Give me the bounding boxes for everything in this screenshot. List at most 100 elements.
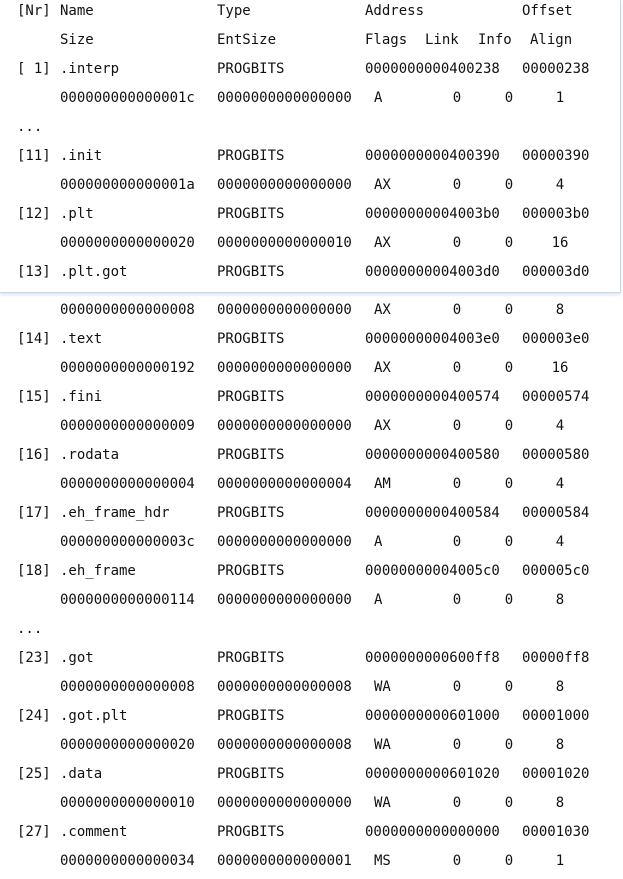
section-info: 0 [504, 302, 514, 318]
section-size: 0000000000000008 [60, 302, 195, 318]
section-flags: A [374, 592, 383, 608]
section-offset: 000003b0 [522, 206, 590, 222]
section-detail-row: 0000000000000010 0000000000000000 WA 0 0… [0, 789, 623, 818]
section-address: 0000000000400574 [365, 389, 500, 405]
section-nr: [18] [17, 563, 51, 579]
section-row: [25] .data PROGBITS 0000000000601020 000… [0, 760, 623, 789]
header-entsize: EntSize [217, 32, 277, 48]
section-type: PROGBITS [217, 148, 285, 164]
section-detail-row: 0000000000000009 0000000000000000 AX 0 0… [0, 412, 623, 441]
section-flags: A [374, 90, 383, 106]
section-entsize: 0000000000000004 [217, 476, 352, 492]
section-flags: WA [374, 795, 391, 811]
section-detail-row: 0000000000000034 0000000000000001 MS 0 0… [0, 847, 623, 876]
section-entsize: 0000000000000000 [217, 177, 352, 193]
section-name: .plt.got [60, 264, 128, 280]
section-align: 8 [555, 795, 565, 811]
section-name: .rodata [60, 447, 120, 463]
section-link: 0 [452, 476, 462, 492]
section-name: .eh_frame [60, 563, 136, 579]
section-type: PROGBITS [217, 206, 285, 222]
section-name: .plt [60, 206, 94, 222]
section-offset: 00000580 [522, 447, 590, 463]
section-align: 8 [555, 302, 565, 318]
section-link: 0 [452, 592, 462, 608]
section-offset: 000003e0 [522, 331, 590, 347]
section-link: 0 [452, 737, 462, 753]
section-align: 16 [551, 360, 569, 376]
section-size: 0000000000000010 [60, 795, 195, 811]
header-address: Address [365, 3, 425, 19]
section-info: 0 [504, 592, 514, 608]
section-align: 16 [551, 235, 569, 251]
section-info: 0 [504, 679, 514, 695]
section-entsize: 0000000000000000 [217, 360, 352, 376]
section-nr: [25] [17, 766, 51, 782]
section-link: 0 [452, 418, 462, 434]
section-row: [17] .eh_frame_hdr PROGBITS 000000000040… [0, 499, 623, 528]
section-offset: 00001030 [522, 824, 590, 840]
section-align: 4 [555, 177, 565, 193]
section-offset: 000005c0 [522, 563, 590, 579]
section-flags: AX [374, 418, 391, 434]
section-align: 1 [555, 853, 565, 869]
section-offset: 00000390 [522, 148, 590, 164]
section-entsize: 0000000000000000 [217, 90, 352, 106]
section-nr: [13] [17, 264, 51, 280]
section-type: PROGBITS [217, 264, 285, 280]
section-flags: WA [374, 737, 391, 753]
section-nr: [12] [17, 206, 51, 222]
ellipsis-row: ... [0, 615, 623, 644]
header-offset: Offset [522, 3, 573, 19]
section-name: .got.plt [60, 708, 128, 724]
section-name: .got [60, 650, 94, 666]
section-name: .text [60, 331, 103, 347]
section-address: 0000000000600ff8 [365, 650, 500, 666]
section-row: [23] .got PROGBITS 0000000000600ff8 0000… [0, 644, 623, 673]
section-type: PROGBITS [217, 505, 285, 521]
section-align: 4 [555, 418, 565, 434]
section-size: 0000000000000192 [60, 360, 195, 376]
section-row: [15] .fini PROGBITS 0000000000400574 000… [0, 383, 623, 412]
section-flags: AX [374, 177, 391, 193]
section-entsize: 0000000000000010 [217, 235, 352, 251]
section-name: .fini [60, 389, 103, 405]
section-flags: AX [374, 360, 391, 376]
section-align: 4 [555, 476, 565, 492]
section-type: PROGBITS [217, 331, 285, 347]
section-entsize: 0000000000000008 [217, 679, 352, 695]
section-row: [18] .eh_frame PROGBITS 00000000004005c0… [0, 557, 623, 586]
section-size: 0000000000000004 [60, 476, 195, 492]
ellipsis: ... [17, 119, 43, 135]
section-address: 00000000004003d0 [365, 264, 500, 280]
section-address: 00000000004005c0 [365, 563, 500, 579]
section-size: 000000000000001c [60, 90, 195, 106]
section-row: [11] .init PROGBITS 0000000000400390 000… [0, 142, 623, 171]
section-align: 8 [555, 737, 565, 753]
section-nr: [27] [17, 824, 51, 840]
section-nr: [24] [17, 708, 51, 724]
section-align: 8 [555, 592, 565, 608]
section-type: PROGBITS [217, 563, 285, 579]
section-type: PROGBITS [217, 824, 285, 840]
section-flags: AX [374, 235, 391, 251]
section-info: 0 [504, 235, 514, 251]
section-address: 0000000000000000 [365, 824, 500, 840]
section-info: 0 [504, 418, 514, 434]
section-row: [27] .comment PROGBITS 0000000000000000 … [0, 818, 623, 847]
section-name: .comment [60, 824, 128, 840]
section-type: PROGBITS [217, 766, 285, 782]
section-nr: [16] [17, 447, 51, 463]
section-entsize: 0000000000000000 [217, 795, 352, 811]
section-size: 000000000000003c [60, 534, 195, 550]
section-address: 00000000004003b0 [365, 206, 500, 222]
section-nr: [ 1] [17, 61, 51, 77]
section-entsize: 0000000000000000 [217, 534, 352, 550]
section-detail-row: 000000000000001c 0000000000000000 A 0 0 … [0, 84, 623, 113]
section-link: 0 [452, 853, 462, 869]
header-row-2: Size EntSize Flags Link Info Align [0, 26, 623, 55]
section-size: 0000000000000034 [60, 853, 195, 869]
section-name: .init [60, 148, 103, 164]
section-flags: MS [374, 853, 391, 869]
section-detail-row: 0000000000000004 0000000000000004 AM 0 0… [0, 470, 623, 499]
